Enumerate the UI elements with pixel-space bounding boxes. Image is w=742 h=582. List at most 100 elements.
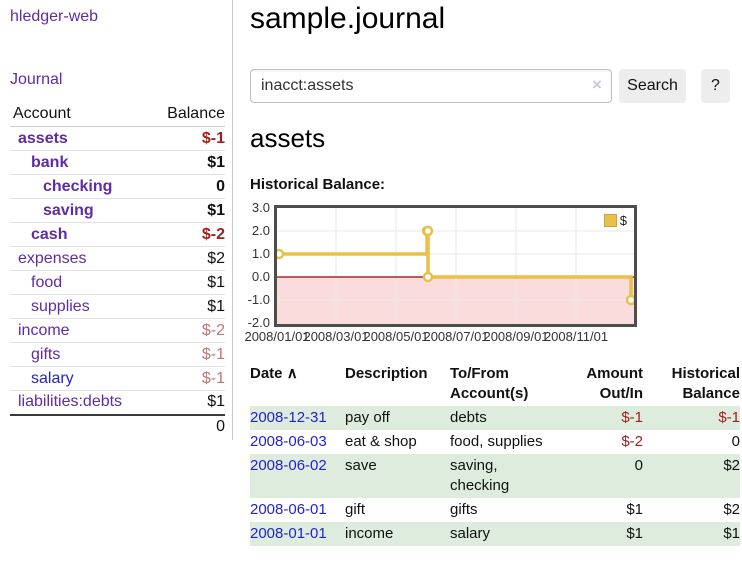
date-column-header[interactable]: Date ∧ bbox=[250, 363, 345, 406]
register-row: 2008-12-31 pay off debts $-1 $-1 bbox=[250, 406, 740, 430]
account-heading: assets bbox=[250, 123, 326, 153]
account-balance: $-1 bbox=[149, 366, 225, 391]
account-link-assets[interactable]: assets bbox=[18, 129, 68, 147]
clear-search-icon[interactable]: × bbox=[592, 75, 602, 94]
account-balance: $1 bbox=[149, 198, 225, 223]
accounts-header-row: Account Balance bbox=[10, 104, 225, 127]
account-column-header: Account bbox=[10, 104, 150, 127]
account-balance: $-2 bbox=[149, 318, 225, 343]
historical-header-line1: Historical bbox=[671, 365, 740, 382]
account-row-food: food $1 bbox=[10, 270, 225, 295]
register-header-row: Date ∧ Description To/From Account(s) Am… bbox=[250, 363, 740, 406]
account-balance: $1 bbox=[149, 150, 225, 175]
account-link-checking[interactable]: checking bbox=[43, 177, 113, 195]
account-row-liabilities-debts: liabilities:debts $1 bbox=[10, 390, 225, 415]
register-row: 2008-06-02 save saving, checking 0 $2 bbox=[250, 454, 740, 498]
chart-legend: $ bbox=[601, 212, 629, 229]
transaction-date-link[interactable]: 2008-12-31 bbox=[250, 409, 327, 426]
account-row-income: income $-2 bbox=[10, 318, 225, 343]
transaction-date-link[interactable]: 2008-06-01 bbox=[250, 501, 327, 518]
data-point-markers bbox=[277, 225, 634, 306]
transaction-description: save bbox=[345, 454, 450, 498]
tofrom-column-header: To/From Account(s) bbox=[450, 363, 570, 406]
grid-lines bbox=[277, 208, 634, 324]
account-row-supplies: supplies $1 bbox=[10, 294, 225, 319]
transaction-accounts: salary bbox=[450, 522, 570, 546]
y-tick-label: 1.0 bbox=[251, 246, 270, 261]
x-tick-label: 2008/03/01 bbox=[303, 329, 369, 344]
transaction-amount: 0 bbox=[570, 454, 643, 498]
account-link-supplies[interactable]: supplies bbox=[31, 297, 90, 315]
account-link-saving[interactable]: saving bbox=[43, 201, 94, 219]
register-row: 2008-06-01 gift gifts $1 $2 bbox=[250, 498, 740, 522]
transaction-date-link[interactable]: 2008-06-02 bbox=[250, 457, 327, 474]
transaction-accounts: food, supplies bbox=[450, 433, 543, 450]
account-row-cash: cash $-2 bbox=[10, 222, 225, 247]
historical-header-line2: Balance bbox=[682, 385, 740, 402]
transaction-amount: $-1 bbox=[570, 406, 643, 430]
register-row: 2008-06-03 eat & shop food, supplies $-2… bbox=[250, 430, 740, 454]
account-row-salary: salary $-1 bbox=[10, 366, 225, 391]
transaction-balance: $2 bbox=[723, 501, 740, 518]
transaction-balance: $-1 bbox=[643, 406, 740, 430]
transaction-accounts: gifts bbox=[450, 501, 478, 518]
help-button[interactable]: ? bbox=[701, 69, 730, 103]
account-balance: $1 bbox=[149, 390, 225, 415]
account-row-gifts: gifts $-1 bbox=[10, 342, 225, 367]
legend-swatch bbox=[603, 214, 617, 227]
brand-link[interactable]: hledger-web bbox=[10, 8, 99, 25]
chart-title: Historical Balance: bbox=[250, 176, 386, 193]
sort-ascending-icon[interactable]: ∧ bbox=[286, 365, 298, 382]
account-balance: $-2 bbox=[149, 222, 225, 247]
balance-column-header: Balance bbox=[149, 104, 225, 127]
tofrom-header-line2: Account(s) bbox=[450, 385, 529, 402]
account-link-cash[interactable]: cash bbox=[31, 225, 68, 243]
balance-chart-plot: $ bbox=[274, 205, 637, 327]
transaction-description: pay off bbox=[345, 406, 450, 430]
x-tick-label: 2008/07/01 bbox=[423, 329, 489, 344]
tofrom-header-line1: To/From bbox=[450, 365, 509, 382]
search-button[interactable]: Search bbox=[619, 69, 686, 103]
register-row: 2008-01-01 income salary $1 $1 bbox=[250, 522, 740, 546]
x-tick-label: 2008/05/01 bbox=[363, 329, 429, 344]
accounts-total-row: 0 bbox=[10, 413, 225, 439]
account-balance: $1 bbox=[149, 294, 225, 319]
search-input[interactable] bbox=[250, 69, 612, 103]
description-column-header: Description bbox=[345, 365, 428, 382]
account-link-income[interactable]: income bbox=[18, 321, 70, 339]
transaction-date-link[interactable]: 2008-01-01 bbox=[250, 525, 327, 542]
amount-header-line2: Out/In bbox=[599, 385, 643, 402]
transaction-amount: $1 bbox=[626, 501, 643, 518]
transaction-accounts: saving, checking bbox=[450, 454, 570, 498]
x-tick-label: 2008/09/01 bbox=[483, 329, 549, 344]
date-header-label: Date bbox=[250, 365, 283, 382]
transaction-amount: $1 bbox=[570, 522, 643, 546]
legend-label: $ bbox=[619, 213, 627, 228]
amount-column-header: Amount Out/In bbox=[570, 363, 643, 406]
account-row-expenses: expenses $2 bbox=[10, 246, 225, 271]
account-row-saving: saving $1 bbox=[10, 198, 225, 223]
transaction-description: gift bbox=[345, 501, 366, 518]
transaction-amount: $-2 bbox=[621, 433, 643, 450]
transaction-description: income bbox=[345, 522, 450, 546]
transaction-accounts: debts bbox=[450, 406, 570, 430]
transaction-balance: $1 bbox=[643, 522, 740, 546]
account-balance: $2 bbox=[149, 246, 225, 271]
sidebar-item-journal[interactable]: Journal bbox=[10, 71, 63, 88]
x-tick-label: 2008/01/01 bbox=[244, 329, 310, 344]
account-link-expenses[interactable]: expenses bbox=[18, 249, 87, 267]
account-link-liabilities-debts[interactable]: liabilities:debts bbox=[18, 393, 123, 411]
account-balance: $-1 bbox=[149, 342, 225, 367]
accounts-table: Account Balance assets $-1 bank $1 check… bbox=[10, 104, 225, 439]
transaction-date-link[interactable]: 2008-06-03 bbox=[250, 433, 327, 450]
account-link-bank[interactable]: bank bbox=[31, 153, 69, 171]
account-row-bank: bank $1 bbox=[10, 150, 225, 175]
account-link-food[interactable]: food bbox=[31, 273, 63, 291]
account-balance: 0 bbox=[149, 174, 225, 199]
account-row-checking: checking 0 bbox=[10, 174, 225, 199]
account-link-salary[interactable]: salary bbox=[31, 369, 74, 387]
historical-column-header: Historical Balance bbox=[643, 363, 740, 406]
account-link-gifts[interactable]: gifts bbox=[31, 345, 61, 363]
account-row-assets: assets $-1 bbox=[10, 126, 225, 151]
